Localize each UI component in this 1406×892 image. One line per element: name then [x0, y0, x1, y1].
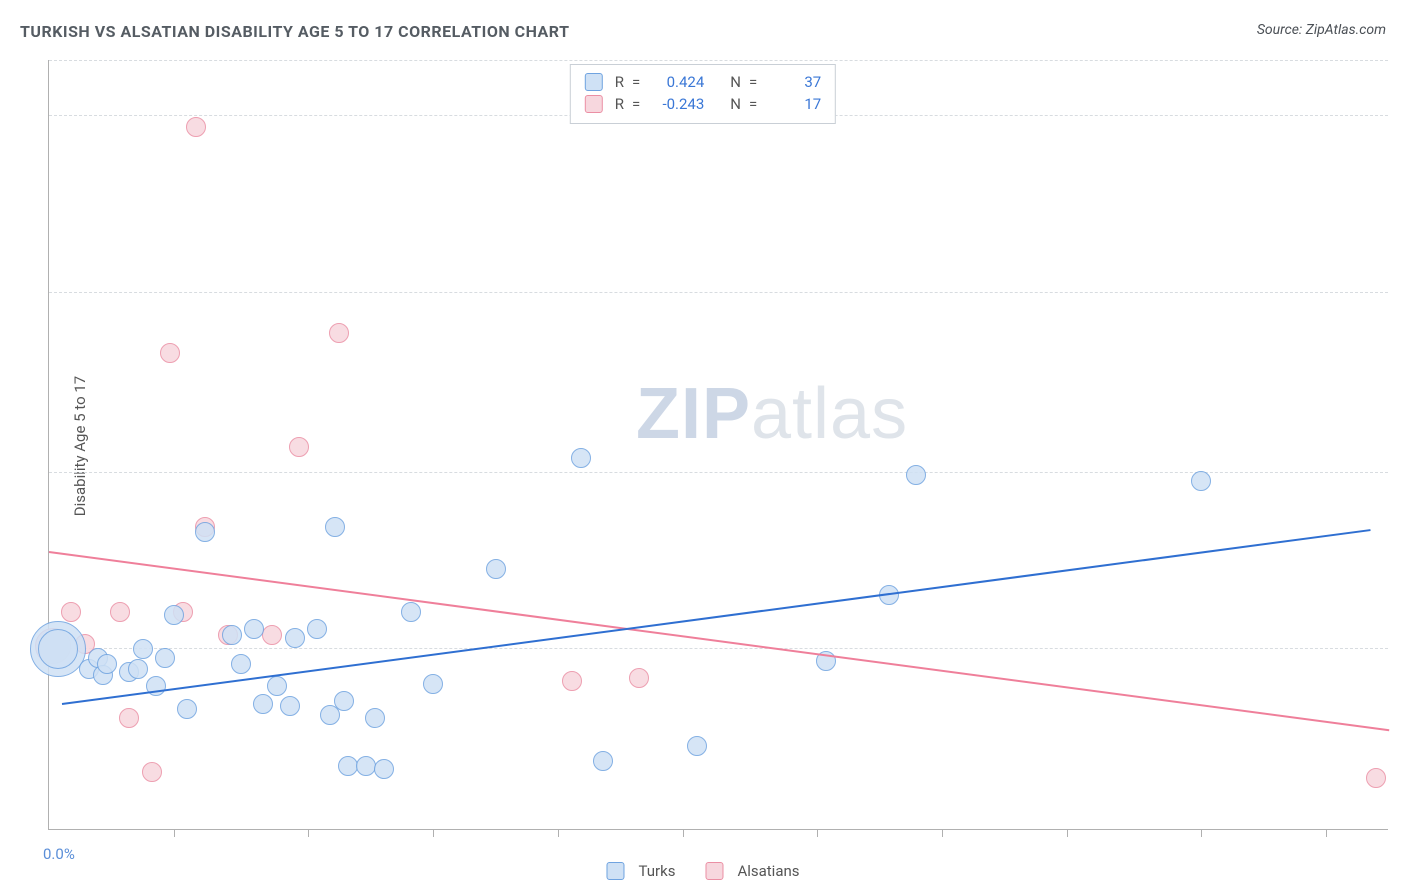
equals-sign: = [632, 93, 640, 115]
chart-container: ZIPatlas 6.3%12.5%18.8%25.0%0.0%15.0% [48, 60, 1388, 830]
y-tick-label: 25.0% [1396, 107, 1406, 125]
gridline [49, 648, 1388, 649]
watermark-rest: atlas [751, 374, 908, 454]
equals-sign: = [749, 93, 757, 115]
scatter-point [244, 619, 264, 639]
regression-line [49, 551, 1389, 731]
stats-row: R = -0.243 N = 17 [585, 93, 821, 115]
scatter-point [262, 625, 282, 645]
scatter-point [110, 602, 130, 622]
x-tick [817, 829, 818, 837]
legend-swatch [705, 862, 723, 880]
scatter-point [146, 676, 166, 696]
scatter-point [128, 659, 148, 679]
scatter-point [307, 619, 327, 639]
legend-swatch [585, 73, 603, 91]
x-tick [1067, 829, 1068, 837]
scatter-point [334, 691, 354, 711]
gridline [49, 472, 1388, 473]
x-tick [1326, 829, 1327, 837]
scatter-point [1191, 471, 1211, 491]
scatter-point [325, 517, 345, 537]
stat-n-value: 37 [765, 71, 821, 93]
scatter-point [186, 117, 206, 137]
x-tick [308, 829, 309, 837]
x-tick [1201, 829, 1202, 837]
scatter-point [177, 699, 197, 719]
scatter-point [142, 762, 162, 782]
scatter-point [97, 654, 117, 674]
gridline [49, 60, 1388, 61]
scatter-point [160, 343, 180, 363]
stat-n-label: N [730, 71, 741, 93]
regression-line [62, 529, 1371, 705]
bottom-legend: Turks Alsatians [606, 862, 799, 880]
scatter-point [374, 759, 394, 779]
equals-sign: = [749, 71, 757, 93]
gridline [49, 292, 1388, 293]
watermark-bold: ZIP [636, 374, 751, 454]
x-tick [942, 829, 943, 837]
stat-r-label: R [615, 93, 624, 115]
legend-swatch [585, 95, 603, 113]
scatter-point [133, 639, 153, 659]
scatter-point [329, 323, 349, 343]
stat-n-value: 17 [765, 93, 821, 115]
y-tick-label: 18.8% [1396, 284, 1406, 302]
stat-r-value: 0.424 [648, 71, 704, 93]
source-label: Source: ZipAtlas.com [1257, 22, 1386, 38]
stat-r-label: R [615, 71, 624, 93]
scatter-point [906, 465, 926, 485]
scatter-point [365, 708, 385, 728]
scatter-point [61, 602, 81, 622]
equals-sign: = [632, 71, 640, 93]
scatter-point [231, 654, 251, 674]
legend-label: Turks [638, 862, 675, 880]
scatter-point [401, 602, 421, 622]
scatter-point [155, 648, 175, 668]
header: TURKISH VS ALSATIAN DISABILITY AGE 5 TO … [20, 22, 1386, 48]
stats-row: R = 0.424 N = 37 [585, 71, 821, 93]
y-tick-label: 6.3% [1396, 640, 1406, 658]
scatter-point [164, 605, 184, 625]
scatter-point [687, 736, 707, 756]
legend-label: Alsatians [737, 862, 799, 880]
scatter-point [222, 625, 242, 645]
scatter-point [571, 448, 591, 468]
stat-r-value: -0.243 [648, 93, 704, 115]
scatter-point [285, 628, 305, 648]
watermark: ZIPatlas [636, 373, 908, 455]
scatter-point [119, 708, 139, 728]
scatter-point [253, 694, 273, 714]
x-tick [433, 829, 434, 837]
y-tick-label: 12.5% [1396, 464, 1406, 482]
legend-item: Alsatians [705, 862, 799, 880]
chart-title: TURKISH VS ALSATIAN DISABILITY AGE 5 TO … [20, 22, 569, 41]
x-tick [174, 829, 175, 837]
scatter-point [562, 671, 582, 691]
scatter-point [1366, 768, 1386, 788]
scatter-point [486, 559, 506, 579]
stats-legend-box: R = 0.424 N = 37 R = -0.243 N = 17 [570, 64, 836, 124]
plot-area: ZIPatlas 6.3%12.5%18.8%25.0%0.0%15.0% [48, 60, 1388, 830]
legend-swatch [606, 862, 624, 880]
x-tick [683, 829, 684, 837]
scatter-point [629, 668, 649, 688]
scatter-point [289, 437, 309, 457]
scatter-point [423, 674, 443, 694]
x-tick [558, 829, 559, 837]
scatter-point [267, 676, 287, 696]
stat-n-label: N [730, 93, 741, 115]
legend-item: Turks [606, 862, 675, 880]
scatter-point [356, 756, 376, 776]
x-axis-label: 0.0% [43, 845, 75, 863]
scatter-point [593, 751, 613, 771]
scatter-point [280, 696, 300, 716]
scatter-point [38, 629, 78, 669]
scatter-point [195, 522, 215, 542]
